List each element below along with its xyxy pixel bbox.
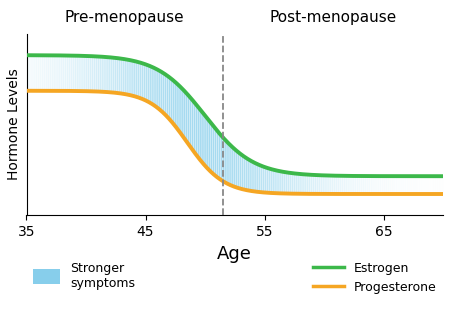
- Text: Pre-menopause: Pre-menopause: [65, 10, 184, 25]
- X-axis label: Age: Age: [217, 245, 252, 263]
- Y-axis label: Hormone Levels: Hormone Levels: [7, 69, 21, 181]
- Legend: Estrogen, Progesterone: Estrogen, Progesterone: [313, 262, 437, 294]
- Text: Post-menopause: Post-menopause: [270, 10, 396, 25]
